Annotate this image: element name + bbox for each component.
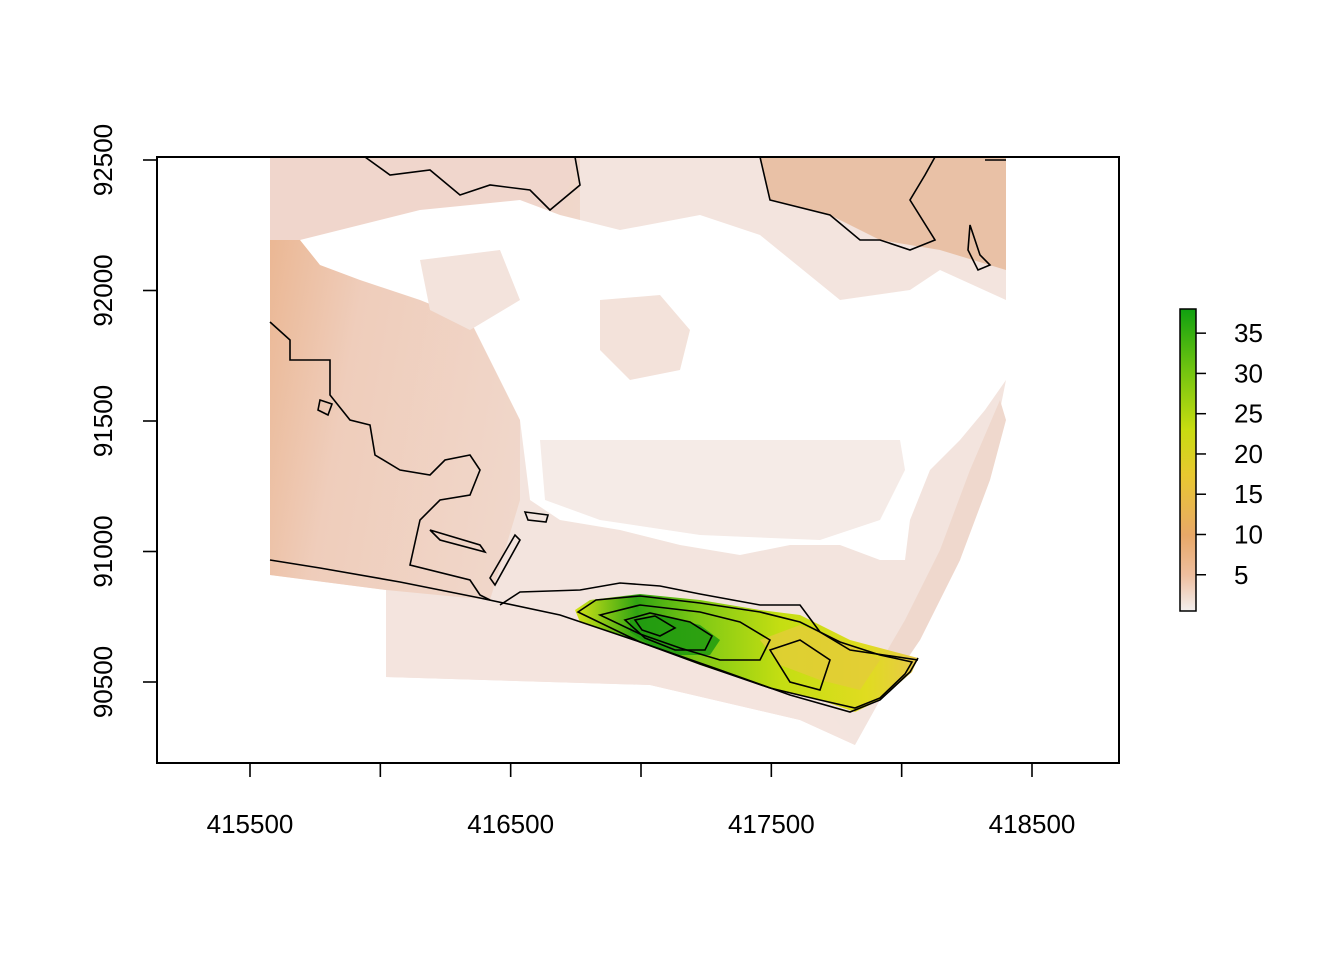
x-tick-label: 416500 [467,809,554,839]
raster-dune-crest [630,615,720,655]
y-tick-label: 90500 [88,646,118,718]
contour-east-islet [967,224,992,272]
legend-tick-label: 35 [1234,318,1263,348]
plot-frame [156,156,1120,764]
x-tick-label: 415500 [207,809,294,839]
contour-west-inlet [317,398,334,417]
legend-ticks: 5 10 15 20 25 30 35 [1196,318,1263,590]
color-legend: 5 10 15 20 25 30 35 [1179,308,1263,612]
raster-beach [386,595,855,745]
y-tick-label: 91500 [88,385,118,457]
raster-flat-patch-1 [600,295,690,380]
legend-tick-label: 25 [1234,399,1263,429]
contour-west-spur [429,529,487,554]
x-tick-label: 417500 [728,809,815,839]
legend-tick-label: 15 [1234,479,1263,509]
legend-tick-label: 5 [1234,560,1248,590]
raster-northeast-land [760,157,1006,270]
legend-tick-label: 30 [1234,358,1263,388]
contour-dune-inner [623,612,714,651]
legend-tick-label: 20 [1234,439,1263,469]
raster-flat-patch-2 [540,440,905,540]
contour-west-bar-1 [489,533,521,587]
contour-dune-mid [597,604,772,661]
contour-dune-outer [576,595,914,709]
raster-dune-orange [760,625,880,690]
plot-axes: 415500 416500 417500 418500 90500 91000 91500… [88,124,1120,839]
contour-dune-core [633,615,677,637]
x-axis: 415500 416500 417500 418500 [207,763,1076,839]
contour-northeast [759,157,937,251]
y-tick-label: 92500 [88,124,118,196]
y-tick-label: 92000 [88,254,118,326]
y-axis: 90500 91000 91500 92000 92500 [88,124,157,718]
x-tick-label: 418500 [989,809,1076,839]
contour-west-coast [269,321,491,601]
raster-spit-east [870,400,1006,690]
contour-dune-east [768,639,831,691]
y-tick-label: 91000 [88,515,118,587]
legend-bar [1179,308,1197,612]
contour-west-bar-2 [523,511,550,523]
elevation-raster [270,157,1006,745]
raster-flat-patch-3 [420,250,520,330]
legend-tick-label: 10 [1234,519,1263,549]
contour-northwest [364,157,581,212]
contour-lines [269,157,1006,713]
contour-beach-line [499,582,919,661]
